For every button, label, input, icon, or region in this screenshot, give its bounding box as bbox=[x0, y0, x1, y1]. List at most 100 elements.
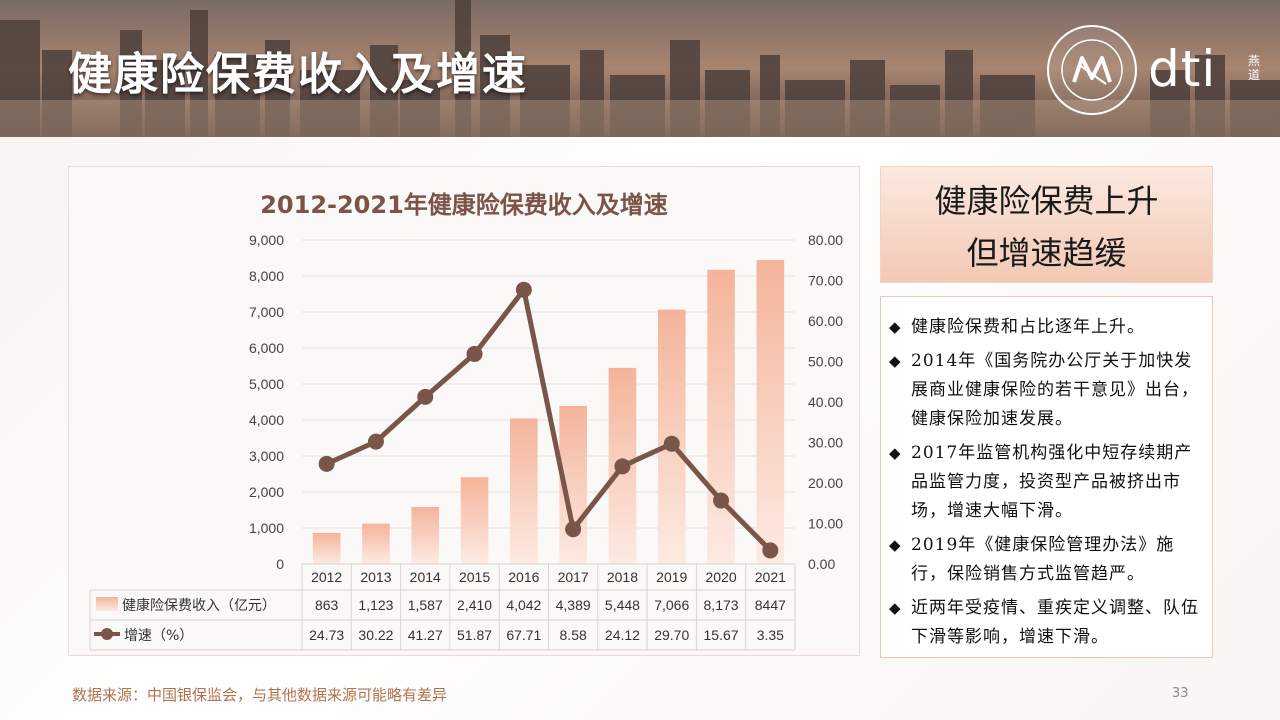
brand-subtitle: 燕道 bbox=[1248, 54, 1261, 82]
growth-point-2015 bbox=[466, 345, 483, 362]
bullet-item: ◆ 健康险保费和占比逐年上升。 bbox=[889, 313, 1206, 342]
premium-value-label: 1,587 bbox=[408, 597, 443, 613]
y-left-tick-label: 1,000 bbox=[249, 520, 284, 536]
y-right-tick-label: 60.00 bbox=[808, 313, 843, 329]
bullet-list: ◆ 健康险保费和占比逐年上升。 ◆ 2014年《国务院办公厅关于加快发展商业健康保险… bbox=[880, 296, 1213, 658]
bullet-text: 2014年《国务院办公厅关于加快发展商业健康保险的若干意见》出台，健康保险加速发… bbox=[911, 351, 1199, 429]
diamond-icon: ◆ bbox=[889, 318, 901, 336]
x-category-label: 2017 bbox=[558, 569, 589, 585]
growth-value-label: 67.71 bbox=[506, 627, 541, 643]
growth-value-label: 8.58 bbox=[560, 627, 587, 643]
bullet-item: ◆ 2019年《健康保险管理办法》施行，保险销售方式监管趋严。 bbox=[889, 531, 1206, 589]
bar-2013 bbox=[362, 523, 390, 564]
side-title-line1: 健康险保费上升 bbox=[934, 182, 1159, 220]
y-left-tick-label: 6,000 bbox=[249, 340, 284, 356]
bar-2012 bbox=[312, 532, 341, 564]
growth-value-label: 24.73 bbox=[309, 627, 344, 643]
bullet-item: ◆ 2014年《国务院办公厅关于加快发展商业健康保险的若干意见》出台，健康保险加速… bbox=[889, 347, 1206, 434]
y-right-tick-label: 0.00 bbox=[808, 556, 835, 572]
premium-value-label: 7,066 bbox=[654, 597, 689, 613]
y-left-tick-label: 7,000 bbox=[249, 304, 284, 320]
premium-value-label: 4,042 bbox=[506, 597, 541, 613]
y-left-tick-label: 8,000 bbox=[249, 268, 284, 284]
premium-value-label: 1,123 bbox=[358, 597, 393, 613]
x-category-label: 2013 bbox=[360, 569, 391, 585]
diamond-icon: ◆ bbox=[889, 444, 901, 462]
growth-point-2020 bbox=[713, 492, 730, 509]
side-title-line2: 但增速趋缓 bbox=[966, 234, 1127, 272]
legend-bar-label: 健康险保费收入（亿元） bbox=[122, 597, 276, 614]
y-left-tick-label: 5,000 bbox=[249, 376, 284, 392]
growth-point-2014 bbox=[417, 388, 434, 405]
y-right-tick-label: 70.00 bbox=[808, 273, 843, 289]
x-category-label: 2018 bbox=[607, 569, 638, 585]
legend-bar-swatch bbox=[96, 597, 118, 611]
y-left-tick-label: 2,000 bbox=[249, 484, 284, 500]
growth-point-2013 bbox=[367, 433, 384, 450]
page-title: 健康险保费收入及增速 bbox=[68, 49, 528, 100]
premium-value-label: 4,389 bbox=[556, 597, 591, 613]
bullet-text: 健康险保费和占比逐年上升。 bbox=[911, 317, 1145, 337]
legend-line-marker bbox=[101, 628, 113, 640]
diamond-icon: ◆ bbox=[889, 352, 901, 370]
growth-point-2016 bbox=[515, 281, 532, 298]
y-right-tick-label: 50.00 bbox=[808, 354, 843, 370]
x-category-label: 2021 bbox=[755, 569, 786, 585]
chart-title: 2012-2021年健康险保费收入及增速 bbox=[260, 191, 668, 219]
premium-value-label: 5,448 bbox=[605, 597, 640, 613]
city-skyline-image bbox=[0, 0, 1280, 137]
diamond-icon: ◆ bbox=[889, 536, 901, 554]
growth-point-2021 bbox=[762, 542, 779, 559]
x-category-label: 2019 bbox=[656, 569, 687, 585]
x-category-label: 2014 bbox=[410, 569, 441, 585]
premium-value-label: 2,410 bbox=[457, 597, 492, 613]
growth-point-2012 bbox=[318, 455, 335, 472]
growth-value-label: 15.67 bbox=[704, 627, 739, 643]
growth-value-label: 29.70 bbox=[654, 627, 689, 643]
side-summary-title: 健康险保费上升 但增速趋缓 bbox=[880, 166, 1213, 283]
growth-point-2019 bbox=[663, 435, 680, 452]
x-category-label: 2016 bbox=[508, 569, 539, 585]
growth-value-label: 41.27 bbox=[408, 627, 443, 643]
x-category-label: 2020 bbox=[705, 569, 736, 585]
bar-2016 bbox=[510, 418, 538, 564]
y-left-tick-label: 4,000 bbox=[249, 412, 284, 428]
legend-line-label: 增速（%） bbox=[124, 628, 193, 644]
bullet-text: 近两年受疫情、重疾定义调整、队伍下滑等影响，增速下滑。 bbox=[911, 598, 1199, 647]
bar-2014 bbox=[411, 506, 440, 564]
y-right-tick-label: 20.00 bbox=[808, 475, 843, 491]
bar-2020 bbox=[707, 269, 735, 564]
bullet-text: 2017年监管机构强化中短存续期产品监管力度，投资型产品被挤出市场，增速大幅下滑… bbox=[911, 443, 1193, 521]
growth-point-2018 bbox=[614, 458, 631, 475]
brand-name: dti bbox=[1148, 40, 1217, 98]
bar-2015 bbox=[460, 477, 489, 564]
premium-value-label: 8447 bbox=[755, 597, 786, 613]
diamond-icon: ◆ bbox=[889, 599, 901, 617]
growth-value-label: 51.87 bbox=[457, 627, 492, 643]
page-number: 33 bbox=[1172, 686, 1189, 701]
research-center-logo bbox=[1047, 25, 1137, 115]
y-right-tick-label: 30.00 bbox=[808, 435, 843, 451]
bullet-item: ◆ 近两年受疫情、重疾定义调整、队伍下滑等影响，增速下滑。 bbox=[889, 594, 1206, 652]
growth-value-label: 24.12 bbox=[605, 627, 640, 643]
bar-2021 bbox=[756, 259, 785, 564]
data-source-note: 数据来源：中国银保监会，与其他数据来源可能略有差异 bbox=[72, 686, 448, 704]
y-right-tick-label: 80.00 bbox=[808, 232, 843, 248]
x-category-label: 2012 bbox=[311, 569, 342, 585]
x-category-label: 2015 bbox=[459, 569, 490, 585]
y-left-tick-label: 0 bbox=[276, 556, 284, 572]
bullet-text: 2019年《健康保险管理办法》施行，保险销售方式监管趋严。 bbox=[911, 535, 1175, 584]
growth-value-label: 3.35 bbox=[757, 627, 784, 643]
bullet-item: ◆ 2017年监管机构强化中短存续期产品监管力度，投资型产品被挤出市场，增速大幅下… bbox=[889, 439, 1206, 526]
growth-value-label: 30.22 bbox=[358, 627, 393, 643]
header-banner: 健康险保费收入及增速 dti 燕道 bbox=[0, 0, 1280, 137]
growth-point-2017 bbox=[565, 521, 582, 538]
y-left-tick-label: 9,000 bbox=[249, 232, 284, 248]
y-left-tick-label: 3,000 bbox=[249, 448, 284, 464]
premium-value-label: 8,173 bbox=[704, 597, 739, 613]
y-right-tick-label: 10.00 bbox=[808, 516, 843, 532]
growth-rate-line bbox=[325, 287, 773, 553]
y-right-tick-label: 40.00 bbox=[808, 394, 843, 410]
premium-value-label: 863 bbox=[315, 597, 339, 613]
